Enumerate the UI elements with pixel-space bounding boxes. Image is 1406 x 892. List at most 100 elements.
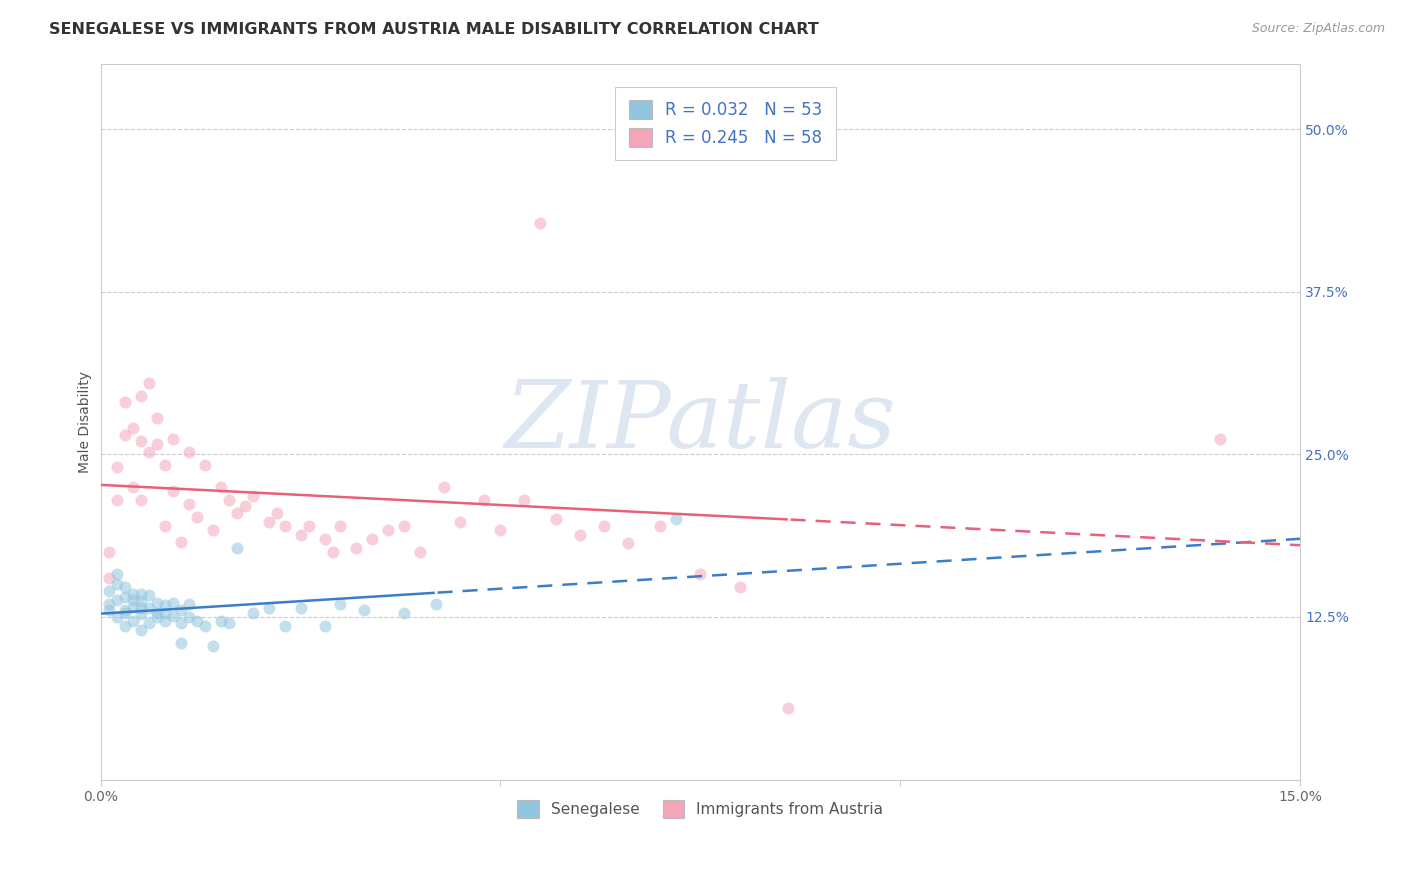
Senegalese <box>425 597 447 611</box>
Immigrants from Austria <box>689 567 711 582</box>
Immigrants from Austria <box>162 483 184 498</box>
Immigrants from Austria <box>474 492 496 507</box>
Senegalese <box>97 603 120 617</box>
Senegalese <box>394 606 416 620</box>
Senegalese <box>153 614 176 628</box>
Immigrants from Austria <box>177 444 200 458</box>
Text: SENEGALESE VS IMMIGRANTS FROM AUSTRIA MALE DISABILITY CORRELATION CHART: SENEGALESE VS IMMIGRANTS FROM AUSTRIA MA… <box>49 22 818 37</box>
Senegalese <box>169 636 191 650</box>
Senegalese <box>273 619 295 633</box>
Senegalese <box>177 597 200 611</box>
Immigrants from Austria <box>186 509 208 524</box>
Senegalese <box>186 614 208 628</box>
Senegalese <box>97 584 120 599</box>
Immigrants from Austria <box>162 432 184 446</box>
Immigrants from Austria <box>1209 432 1232 446</box>
Immigrants from Austria <box>129 389 152 403</box>
Immigrants from Austria <box>513 492 536 507</box>
Immigrants from Austria <box>321 545 343 559</box>
Immigrants from Austria <box>650 519 672 533</box>
Immigrants from Austria <box>778 701 800 715</box>
Immigrants from Austria <box>297 519 319 533</box>
Y-axis label: Male Disability: Male Disability <box>79 371 93 473</box>
Immigrants from Austria <box>201 523 224 537</box>
Immigrants from Austria <box>225 506 247 520</box>
Senegalese <box>257 600 280 615</box>
Senegalese <box>114 591 136 605</box>
Immigrants from Austria <box>97 545 120 559</box>
Senegalese <box>121 586 143 600</box>
Immigrants from Austria <box>290 528 312 542</box>
Immigrants from Austria <box>138 444 160 458</box>
Immigrants from Austria <box>529 216 551 230</box>
Senegalese <box>129 600 152 615</box>
Senegalese <box>138 600 160 615</box>
Senegalese <box>97 597 120 611</box>
Immigrants from Austria <box>153 458 176 472</box>
Senegalese <box>162 596 184 610</box>
Immigrants from Austria <box>129 434 152 449</box>
Senegalese <box>138 588 160 602</box>
Immigrants from Austria <box>569 528 592 542</box>
Text: Source: ZipAtlas.com: Source: ZipAtlas.com <box>1251 22 1385 36</box>
Senegalese <box>105 577 128 591</box>
Senegalese <box>209 614 232 628</box>
Immigrants from Austria <box>153 519 176 533</box>
Senegalese <box>153 599 176 613</box>
Immigrants from Austria <box>114 395 136 409</box>
Senegalese <box>138 616 160 631</box>
Senegalese <box>201 639 224 653</box>
Immigrants from Austria <box>377 523 399 537</box>
Senegalese <box>290 600 312 615</box>
Senegalese <box>121 599 143 614</box>
Immigrants from Austria <box>169 534 191 549</box>
Immigrants from Austria <box>145 411 167 425</box>
Immigrants from Austria <box>593 519 616 533</box>
Immigrants from Austria <box>361 532 384 546</box>
Senegalese <box>665 512 688 526</box>
Senegalese <box>153 606 176 620</box>
Immigrants from Austria <box>617 536 640 550</box>
Immigrants from Austria <box>233 500 256 514</box>
Immigrants from Austria <box>138 376 160 390</box>
Immigrants from Austria <box>266 506 288 520</box>
Immigrants from Austria <box>449 515 471 529</box>
Immigrants from Austria <box>218 492 240 507</box>
Text: ZIPatlas: ZIPatlas <box>505 376 896 467</box>
Senegalese <box>169 603 191 617</box>
Senegalese <box>114 619 136 633</box>
Senegalese <box>129 586 152 600</box>
Senegalese <box>314 619 336 633</box>
Senegalese <box>329 597 352 611</box>
Senegalese <box>121 614 143 628</box>
Senegalese <box>105 567 128 582</box>
Senegalese <box>105 610 128 624</box>
Senegalese <box>353 603 375 617</box>
Immigrants from Austria <box>145 437 167 451</box>
Senegalese <box>114 603 136 617</box>
Immigrants from Austria <box>121 421 143 435</box>
Senegalese <box>242 606 264 620</box>
Legend: Senegalese, Immigrants from Austria: Senegalese, Immigrants from Austria <box>510 793 891 826</box>
Senegalese <box>145 606 167 620</box>
Senegalese <box>129 623 152 637</box>
Senegalese <box>162 608 184 623</box>
Immigrants from Austria <box>546 512 568 526</box>
Immigrants from Austria <box>257 515 280 529</box>
Immigrants from Austria <box>433 480 456 494</box>
Immigrants from Austria <box>129 492 152 507</box>
Immigrants from Austria <box>273 519 295 533</box>
Immigrants from Austria <box>346 541 368 555</box>
Immigrants from Austria <box>394 519 416 533</box>
Senegalese <box>114 580 136 594</box>
Immigrants from Austria <box>97 571 120 585</box>
Senegalese <box>145 610 167 624</box>
Immigrants from Austria <box>489 523 512 537</box>
Senegalese <box>169 616 191 631</box>
Immigrants from Austria <box>314 532 336 546</box>
Immigrants from Austria <box>114 427 136 442</box>
Immigrants from Austria <box>121 480 143 494</box>
Senegalese <box>105 593 128 607</box>
Immigrants from Austria <box>209 480 232 494</box>
Immigrants from Austria <box>105 492 128 507</box>
